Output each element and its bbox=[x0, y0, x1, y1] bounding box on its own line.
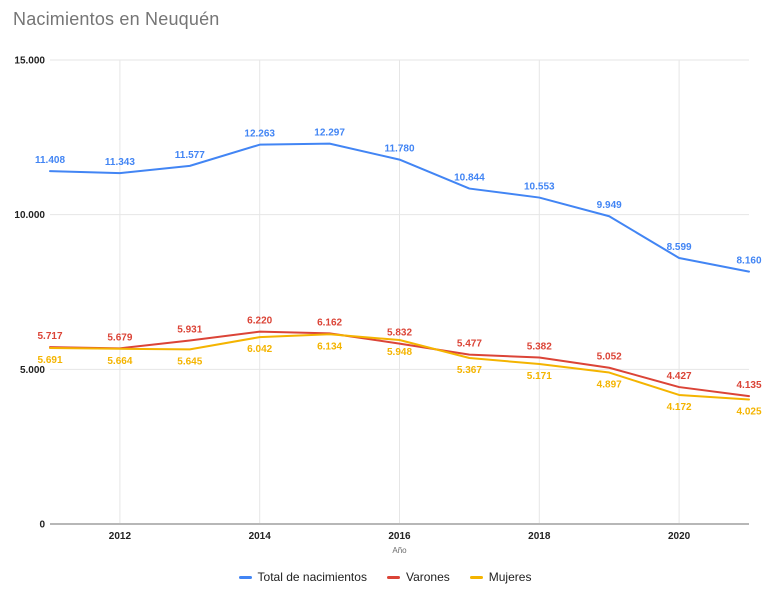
data-label-varones[interactable]: 5.679 bbox=[107, 332, 132, 343]
data-label-mujeres[interactable]: 5.367 bbox=[457, 365, 482, 376]
x-axis-tick-label: 2016 bbox=[388, 531, 411, 542]
data-label-mujeres[interactable]: 6.134 bbox=[317, 341, 342, 352]
x-axis-title: Año bbox=[392, 546, 407, 555]
data-label-mujeres[interactable]: 5.645 bbox=[177, 356, 202, 367]
y-axis-tick-label: 15.000 bbox=[14, 56, 45, 67]
x-axis-tick-label: 2018 bbox=[528, 531, 551, 542]
legend-label: Mujeres bbox=[488, 570, 532, 584]
data-label-varones[interactable]: 6.220 bbox=[247, 316, 272, 327]
data-label-varones[interactable]: 5.382 bbox=[527, 342, 552, 353]
data-label-mujeres[interactable]: 5.171 bbox=[527, 371, 552, 382]
data-label-total-de-nacimientos[interactable]: 12.297 bbox=[314, 128, 345, 139]
x-axis-tick-label: 2012 bbox=[109, 531, 132, 542]
legend-item-mujeres[interactable]: Mujeres bbox=[469, 570, 532, 584]
series-line-mujeres[interactable] bbox=[49, 333, 750, 401]
data-label-total-de-nacimientos[interactable]: 11.408 bbox=[35, 155, 65, 166]
legend-dash-icon bbox=[386, 575, 400, 579]
data-label-total-de-nacimientos[interactable]: 12.263 bbox=[244, 129, 275, 140]
legend-item-varones[interactable]: Varones bbox=[386, 570, 450, 584]
data-label-mujeres[interactable]: 4.172 bbox=[667, 402, 692, 413]
data-label-total-de-nacimientos[interactable]: 9.949 bbox=[597, 200, 622, 211]
data-label-varones[interactable]: 5.052 bbox=[597, 352, 622, 363]
data-label-varones[interactable]: 5.717 bbox=[37, 331, 62, 342]
data-label-varones[interactable]: 5.477 bbox=[457, 339, 482, 350]
y-axis-tick-label: 5.000 bbox=[20, 365, 45, 376]
chart-title: Nacimientos en Neuquén bbox=[13, 9, 220, 29]
data-label-total-de-nacimientos[interactable]: 11.577 bbox=[175, 150, 205, 161]
legend-dash-icon bbox=[238, 575, 252, 579]
data-label-varones[interactable]: 5.931 bbox=[177, 325, 202, 336]
data-label-mujeres[interactable]: 5.948 bbox=[387, 347, 412, 358]
data-label-total-de-nacimientos[interactable]: 8.160 bbox=[736, 256, 761, 267]
data-label-total-de-nacimientos[interactable]: 8.599 bbox=[667, 242, 692, 253]
data-label-total-de-nacimientos[interactable]: 10.844 bbox=[454, 173, 485, 184]
data-label-varones[interactable]: 6.162 bbox=[317, 317, 342, 328]
data-label-total-de-nacimientos[interactable]: 11.343 bbox=[105, 157, 135, 168]
legend-label: Varones bbox=[405, 570, 450, 584]
data-label-total-de-nacimientos[interactable]: 10.553 bbox=[524, 182, 555, 193]
series-line-varones[interactable] bbox=[49, 330, 750, 398]
data-label-mujeres[interactable]: 4.025 bbox=[736, 406, 761, 417]
data-label-varones[interactable]: 4.135 bbox=[736, 380, 761, 391]
legend-item-total-de-nacimientos[interactable]: Total de nacimientos bbox=[238, 570, 367, 584]
data-label-mujeres[interactable]: 6.042 bbox=[247, 344, 272, 355]
line-chart-plot-area: 0 5.000 10.000 15.000 2012 2014 2016 2018 2020 Añ… bbox=[14, 56, 762, 556]
legend-label: Total de nacimientos bbox=[257, 570, 367, 584]
data-label-mujeres[interactable]: 5.691 bbox=[37, 355, 62, 366]
x-axis-tick-label: 2014 bbox=[249, 531, 272, 542]
y-axis-tick-label: 0 bbox=[39, 520, 45, 531]
data-label-total-de-nacimientos[interactable]: 11.780 bbox=[384, 144, 414, 155]
y-axis-tick-label: 10.000 bbox=[14, 210, 45, 221]
legend-dash-icon bbox=[469, 575, 483, 579]
x-axis-tick-label: 2020 bbox=[668, 531, 691, 542]
data-label-mujeres[interactable]: 5.664 bbox=[107, 356, 132, 367]
data-label-varones[interactable]: 5.832 bbox=[387, 328, 412, 339]
data-label-mujeres[interactable]: 4.897 bbox=[597, 380, 622, 391]
chart-legend: Total de nacimientos Varones Mujeres bbox=[0, 570, 770, 584]
series-line-total-de-nacimientos[interactable] bbox=[49, 142, 750, 273]
data-label-varones[interactable]: 4.427 bbox=[667, 371, 692, 382]
